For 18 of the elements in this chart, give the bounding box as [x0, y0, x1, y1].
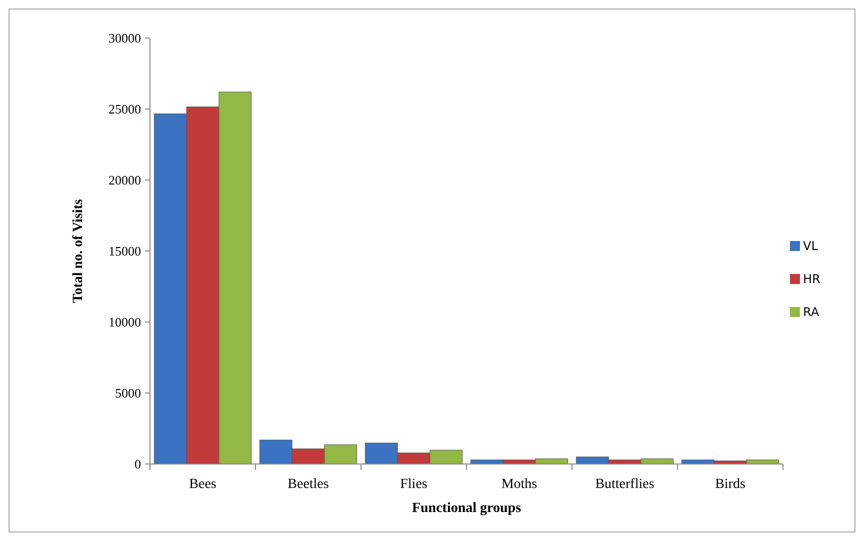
- x-tick-label: Butterflies: [595, 477, 654, 492]
- x-tick-label: Flies: [400, 477, 428, 492]
- x-tick-label: Moths: [501, 477, 538, 492]
- y-tick-label: 5000: [115, 386, 141, 401]
- y-tick-label: 10000: [108, 314, 141, 330]
- x-axis-title: Functional groups: [412, 501, 522, 516]
- x-tick-label: Beetles: [288, 477, 329, 492]
- y-tick-label: 15000: [108, 244, 141, 259]
- legend-label: RA: [803, 305, 820, 320]
- y-tick-label: 0: [134, 456, 141, 472]
- x-tick-label: Birds: [715, 477, 746, 492]
- y-tick-label: 25000: [108, 102, 141, 117]
- y-tick-label: 30000: [108, 30, 141, 46]
- legend-label: HR: [803, 272, 820, 286]
- y-tick-label: 20000: [108, 172, 141, 188]
- x-tick-label: Bees: [189, 477, 216, 492]
- legend-label: VL: [803, 239, 818, 254]
- y-axis-title: Total no. of Visits: [71, 198, 86, 303]
